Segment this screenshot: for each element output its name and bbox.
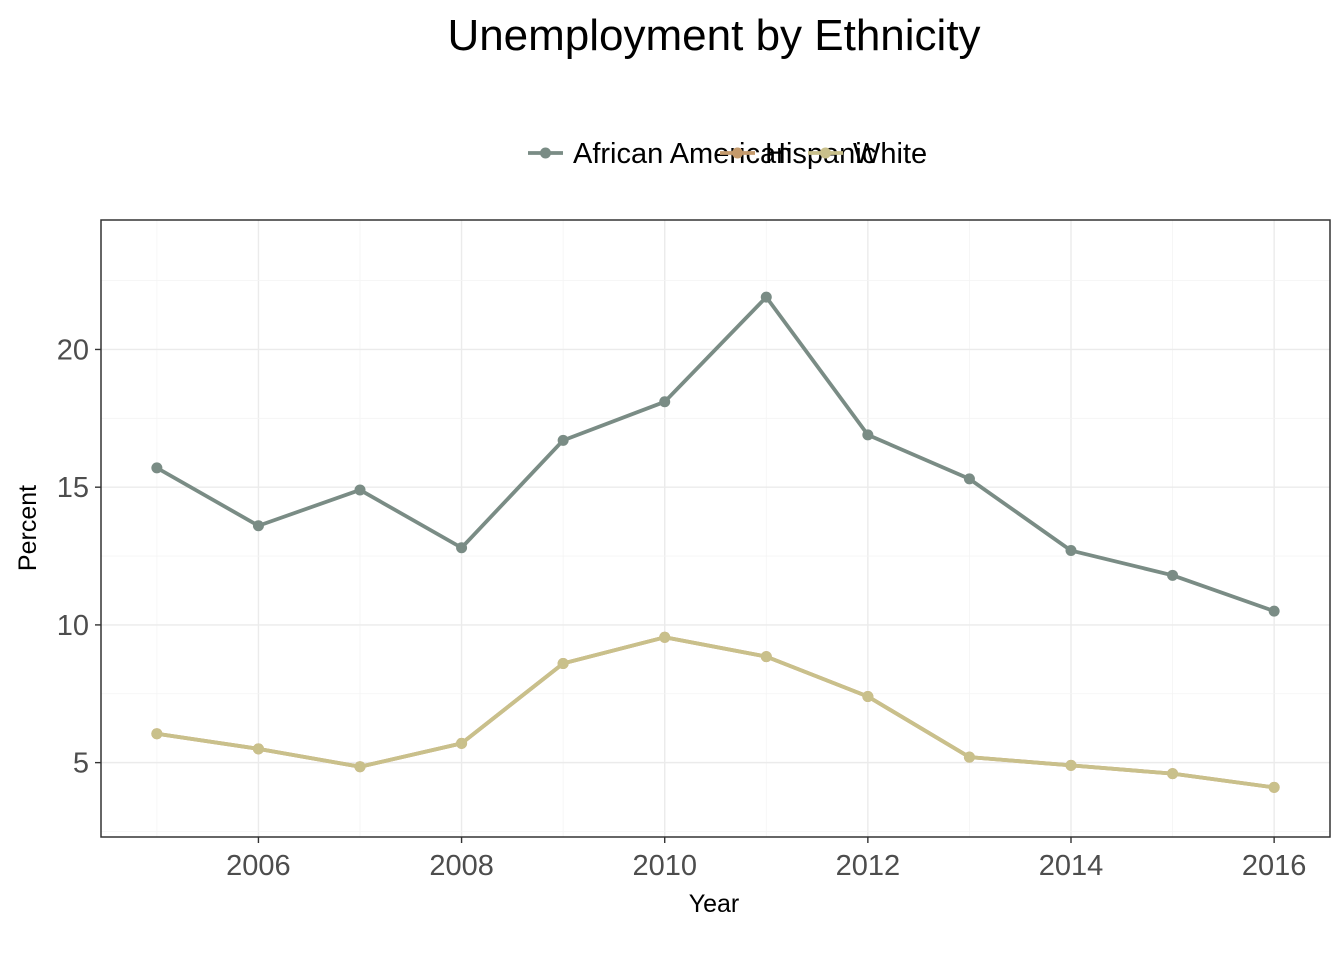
data-point-african-american [659, 396, 671, 408]
x-tick-label: 2012 [836, 850, 901, 882]
y-axis-title: Percent [14, 485, 42, 571]
legend-label: African American [573, 138, 792, 170]
data-point-african-american [963, 473, 975, 485]
legend-item-african-american: African American [528, 138, 792, 170]
data-point-white [151, 728, 163, 740]
x-tick-label: 2016 [1242, 850, 1307, 882]
x-tick-label: 2006 [226, 850, 291, 882]
legend: African AmericanHispanicWhite [528, 138, 927, 170]
data-point-african-american [1268, 605, 1280, 617]
data-point-white [1065, 759, 1077, 771]
data-point-white [354, 761, 366, 773]
data-point-white [1268, 781, 1280, 793]
series-layer [151, 291, 1280, 793]
x-tick-label: 2014 [1039, 850, 1104, 882]
series-line-african-american [154, 295, 1277, 614]
data-point-white [252, 743, 264, 755]
legend-item-white: White [808, 138, 927, 170]
data-point-african-american [456, 542, 468, 554]
chart-title: Unemployment by Ethnicity [447, 11, 980, 60]
y-tick-label: 15 [57, 472, 89, 504]
data-point-african-american [760, 291, 772, 303]
series-african-american [151, 291, 1280, 617]
data-point-white [963, 751, 975, 763]
data-point-white [659, 631, 671, 643]
series-white [151, 631, 1280, 793]
data-point-african-american [1167, 569, 1179, 581]
data-point-white [1167, 768, 1179, 780]
legend-key-point [540, 147, 551, 159]
legend-key-point [820, 147, 831, 159]
y-axis: 5 10 15 20 [57, 334, 101, 780]
data-point-african-american [862, 429, 874, 441]
data-point-african-american [1065, 545, 1077, 557]
legend-key-point [732, 147, 743, 159]
x-axis-title: Year [689, 890, 740, 918]
grid [101, 220, 1330, 837]
data-point-white [557, 657, 569, 669]
series-line-hispanic [154, 635, 1277, 790]
data-point-african-american [252, 520, 264, 532]
data-point-white [862, 691, 874, 703]
data-point-african-american [557, 434, 569, 446]
plot-panel [100, 219, 1331, 838]
x-tick-label: 2008 [429, 850, 494, 882]
data-point-african-american [151, 462, 163, 474]
data-point-white [760, 651, 772, 663]
y-tick-label: 10 [57, 610, 89, 642]
data-point-african-american [354, 484, 366, 496]
legend-label: White [853, 138, 927, 170]
x-tick-label: 2010 [632, 850, 697, 882]
data-point-white [456, 737, 468, 749]
series-line-white [154, 635, 1277, 790]
y-tick-label: 20 [57, 334, 89, 366]
x-axis: 2006 2008 2010 2012 2014 2016 [226, 837, 1306, 882]
y-tick-label: 5 [73, 748, 89, 780]
